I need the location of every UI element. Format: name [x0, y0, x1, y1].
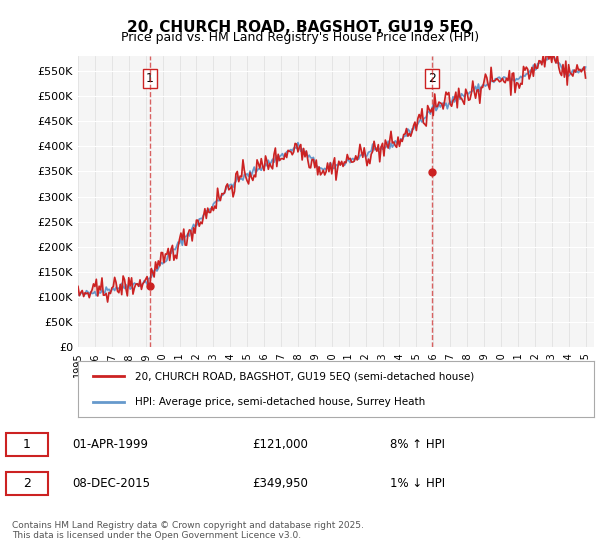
- Text: Contains HM Land Registry data © Crown copyright and database right 2025.
This d: Contains HM Land Registry data © Crown c…: [12, 521, 364, 540]
- Text: 2: 2: [428, 72, 436, 85]
- Text: £121,000: £121,000: [252, 438, 308, 451]
- Text: 08-DEC-2015: 08-DEC-2015: [72, 477, 150, 490]
- Text: 1% ↓ HPI: 1% ↓ HPI: [390, 477, 445, 490]
- Text: 1: 1: [23, 438, 31, 451]
- FancyBboxPatch shape: [6, 433, 48, 456]
- Text: Price paid vs. HM Land Registry's House Price Index (HPI): Price paid vs. HM Land Registry's House …: [121, 31, 479, 44]
- Text: 2: 2: [23, 477, 31, 490]
- Text: 20, CHURCH ROAD, BAGSHOT, GU19 5EQ: 20, CHURCH ROAD, BAGSHOT, GU19 5EQ: [127, 20, 473, 35]
- Text: 8% ↑ HPI: 8% ↑ HPI: [390, 438, 445, 451]
- Text: 01-APR-1999: 01-APR-1999: [72, 438, 148, 451]
- FancyBboxPatch shape: [6, 472, 48, 495]
- Text: 1: 1: [146, 72, 154, 85]
- Text: £349,950: £349,950: [252, 477, 308, 490]
- Text: 20, CHURCH ROAD, BAGSHOT, GU19 5EQ (semi-detached house): 20, CHURCH ROAD, BAGSHOT, GU19 5EQ (semi…: [135, 371, 474, 381]
- Text: HPI: Average price, semi-detached house, Surrey Heath: HPI: Average price, semi-detached house,…: [135, 397, 425, 407]
